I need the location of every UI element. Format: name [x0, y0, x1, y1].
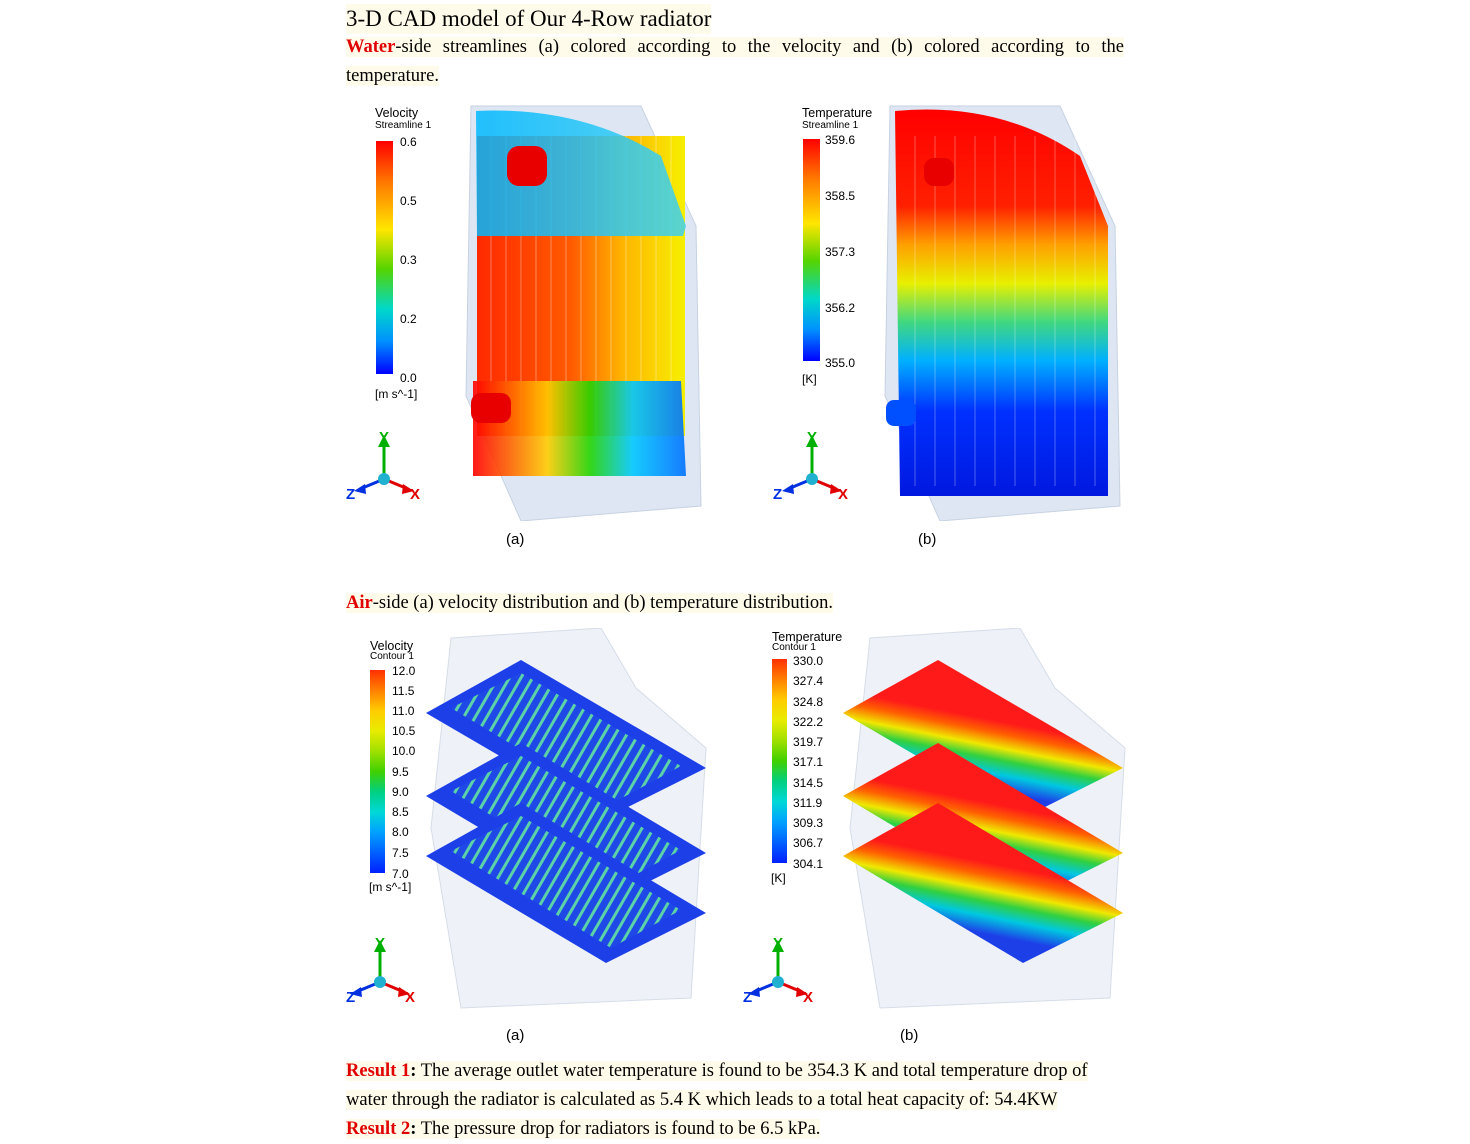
legend-title: Temperature	[772, 630, 843, 644]
water-keyword: Water	[346, 37, 396, 57]
air-temperature-colorbar	[772, 659, 787, 863]
axis-y-label: Y	[807, 429, 817, 446]
figure-caption: (a)	[506, 1027, 525, 1044]
figure-caption: (b)	[900, 1027, 919, 1044]
axis-triad: Y X Z	[346, 429, 420, 503]
legend-tick: 0.3	[400, 253, 417, 267]
legend-tick: 9.5	[392, 765, 409, 779]
legend-tick: 7.5	[392, 846, 409, 860]
legend-tick: 306.7	[793, 836, 824, 850]
figure-caption: (b)	[918, 531, 937, 548]
legend-title: Velocity	[375, 106, 419, 120]
water-description: Water-side streamlines (a) colored accor…	[346, 33, 1124, 91]
axis-z-label: Z	[743, 989, 752, 1006]
legend-tick: 356.2	[825, 301, 856, 315]
air-temperature-render	[843, 628, 1126, 1009]
legend-tick: 319.7	[793, 735, 824, 749]
legend-tick: 10.5	[392, 724, 416, 738]
legend-tick: 11.5	[392, 684, 415, 698]
legend-tick: 0.0	[400, 371, 417, 385]
axis-y-label: Y	[379, 429, 389, 446]
legend-tick: 324.8	[793, 695, 824, 709]
legend-unit: [m s^-1]	[375, 387, 418, 401]
legend-tick: 8.5	[392, 805, 409, 819]
legend-unit: [K]	[771, 871, 786, 885]
legend-tick: 357.3	[825, 245, 856, 259]
contour-plane	[426, 660, 706, 818]
legend-tick: 0.2	[400, 312, 417, 326]
legend-tick: 0.6	[400, 135, 417, 149]
legend-tick: 11.0	[392, 704, 415, 718]
contour-plane	[426, 803, 706, 963]
air-velocity-colorbar	[370, 670, 385, 873]
axis-y-label: Y	[375, 936, 385, 952]
contour-plane	[843, 660, 1123, 818]
air-keyword: Air	[346, 593, 373, 613]
legend-tick: 0.5	[400, 194, 417, 208]
legend-tick: 322.2	[793, 715, 824, 729]
legend-tick: 311.9	[793, 796, 823, 810]
legend-tick: 12.0	[392, 664, 416, 678]
legend-tick: 327.4	[793, 674, 824, 688]
page-title: 3-D CAD model of Our 4-Row radiator	[346, 4, 712, 34]
legend-tick: 304.1	[793, 857, 824, 871]
legend-subtitle: Streamline 1	[375, 120, 432, 131]
axis-z-label: Z	[773, 486, 782, 503]
axis-y-label: Y	[773, 936, 783, 952]
air-velocity-render	[426, 628, 707, 1009]
legend-title: Temperature	[802, 106, 873, 120]
axis-x-label: X	[405, 989, 415, 1006]
axis-x-label: X	[838, 486, 848, 503]
result-2: Result 2: The pressure drop for radiator…	[346, 1115, 1124, 1144]
figure-water-temperature: Temperature Streamline 1 359.6 358.5 357…	[770, 96, 1130, 556]
legend-unit: [K]	[802, 372, 817, 386]
contour-plane	[843, 743, 1123, 903]
legend-title: Velocity	[370, 639, 414, 653]
legend-unit: [m s^-1]	[369, 880, 412, 894]
legend-tick: 359.6	[825, 133, 856, 147]
temperature-colorbar	[803, 139, 820, 361]
axis-triad: Y X Z	[743, 936, 813, 1006]
figure-water-velocity: Velocity Streamline 1 0.6 0.5 0.3 0.2 0.…	[346, 96, 736, 556]
legend-tick: 10.0	[392, 744, 416, 758]
figure-air-velocity: Velocity Contour 1 12.0 11.5 11.0 10.5 1…	[346, 628, 726, 1048]
air-text: -side (a) velocity distribution and (b) …	[372, 593, 834, 613]
axis-triad: Y X Z	[346, 936, 415, 1006]
water-text: -side streamlines (a) colored according …	[346, 37, 1124, 86]
contour-plane	[843, 803, 1123, 963]
legend-subtitle: Contour 1	[370, 651, 414, 662]
legend-tick: 358.5	[825, 189, 856, 203]
result-1-label: Result 1	[346, 1061, 411, 1081]
velocity-colorbar	[376, 141, 393, 374]
legend-tick: 9.0	[392, 785, 409, 799]
legend-tick: 317.1	[793, 755, 824, 769]
axis-z-label: Z	[346, 486, 355, 503]
result-1-text: The average outlet water temperature is …	[346, 1061, 1088, 1110]
figure-caption: (a)	[506, 531, 525, 548]
axis-z-label: Z	[346, 989, 355, 1006]
legend-tick: 8.0	[392, 825, 409, 839]
result-1: Result 1: The average outlet water tempe…	[346, 1057, 1124, 1115]
legend-tick: 355.0	[825, 356, 856, 370]
axis-x-label: X	[803, 989, 813, 1006]
axis-triad: Y X Z	[773, 429, 848, 503]
figure-air-temperature: Temperature Contour 1 330.0 327.4 324.8 …	[740, 628, 1130, 1048]
legend-tick: 7.0	[392, 867, 409, 881]
legend-tick: 309.3	[793, 816, 824, 830]
result-1-colon: :	[410, 1061, 417, 1081]
legend-tick: 314.5	[793, 776, 824, 790]
result-2-text: The pressure drop for radiators is found…	[416, 1119, 821, 1139]
legend-subtitle: Streamline 1	[802, 120, 859, 131]
air-description: Air-side (a) velocity distribution and (…	[346, 589, 1124, 618]
radiator-temperature-render	[884, 105, 1121, 521]
result-2-colon: :	[410, 1119, 417, 1139]
contour-plane	[426, 743, 706, 903]
radiator-velocity-render	[465, 105, 702, 521]
legend-subtitle: Contour 1	[772, 642, 816, 653]
legend-tick: 330.0	[793, 654, 824, 668]
axis-x-label: X	[410, 486, 420, 503]
result-2-label: Result 2	[346, 1119, 411, 1139]
